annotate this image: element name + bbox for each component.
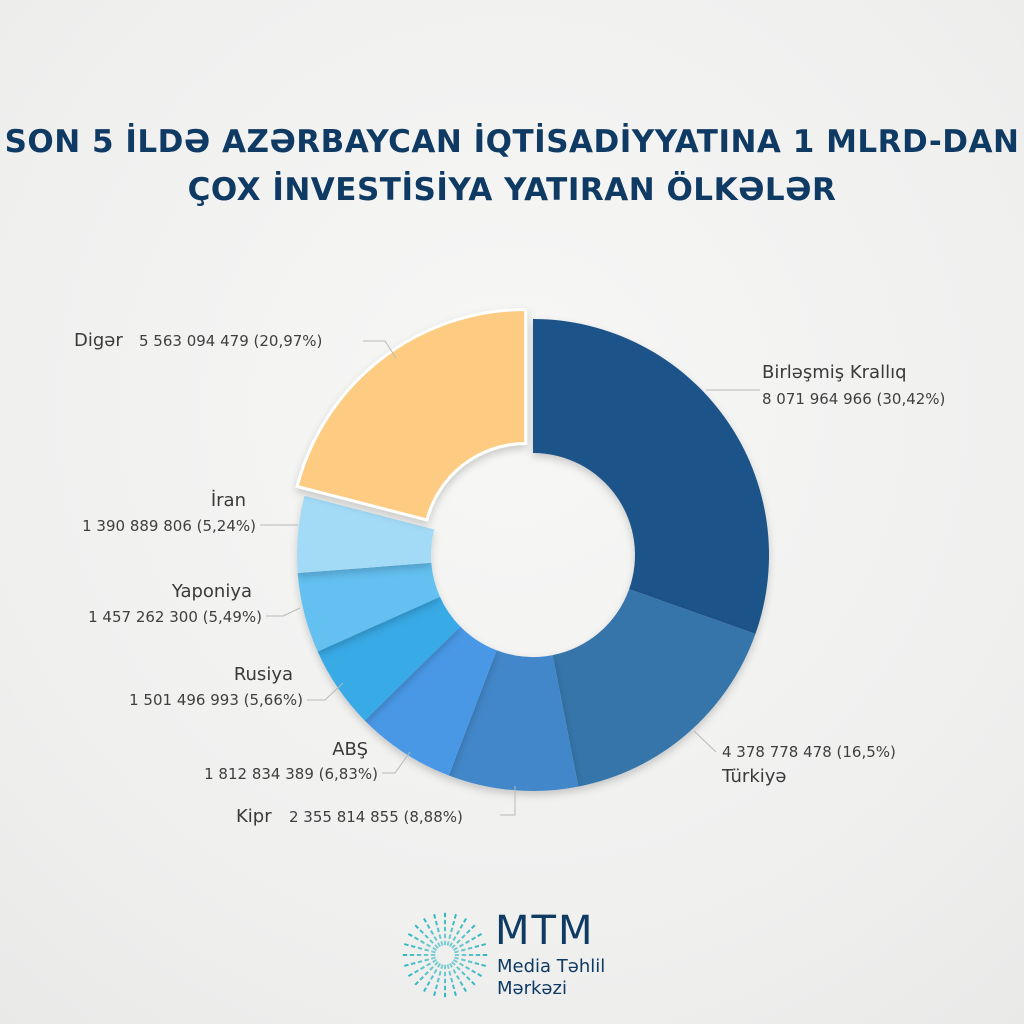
slice-labels: Birləşmiş Krallıq 8 071 964 966 (30,42%) T…: [74, 330, 945, 827]
chart-title-line-1: SON 5 İLDƏ AZƏRBAYCAN İQTİSADİYYATINA 1 …: [4, 124, 1020, 160]
label-name-rusiya: Rusiya: [234, 664, 293, 685]
mtm-logo: MTM Media Təhlil Mərkəzi: [400, 908, 640, 1000]
chart-title-line-2: ÇOX İNVESTİSİYA YATIRAN ÖLKƏLƏR: [187, 172, 837, 208]
label-value-birlesmis-kralliq: 8 071 964 966 (30,42%): [762, 390, 945, 408]
leader-yaponiya: [266, 607, 301, 617]
label-value-diger: 5 563 094 479 (20,97%): [139, 332, 322, 350]
leader-abs: [382, 751, 411, 774]
label-value-rusiya: 1 501 496 993 (5,66%): [129, 691, 303, 709]
donut-slices: [295, 308, 769, 791]
label-value-abs: 1 812 834 389 (6,83%): [204, 765, 378, 783]
label-name-abs: ABŞ: [332, 739, 368, 760]
label-name-kipr: Kipr: [236, 806, 272, 827]
leader-kipr: [500, 786, 516, 816]
logo-subtitle-line-2: Mərkəzi: [497, 978, 567, 999]
slice-turkiye: [552, 589, 756, 787]
logo-subtitle-line-1: Media Təhlil: [497, 956, 606, 977]
chart-title: SON 5 İLDƏ AZƏRBAYCAN İQTİSADİYYATINA 1 …: [0, 118, 1024, 214]
leader-diger: [363, 340, 397, 359]
slice-kipr: [448, 650, 579, 791]
slice-diger: [295, 308, 528, 522]
slice-birlesmis-kralliq: [533, 319, 769, 634]
logo-mark-icon: [402, 912, 488, 998]
slice-iran: [296, 495, 435, 573]
label-value-turkiye: 4 378 778 478 (16,5%): [722, 743, 896, 761]
label-name-yaponiya: Yaponiya: [171, 581, 252, 602]
label-name-iran: İran: [211, 490, 246, 511]
slice-abs: [364, 626, 497, 776]
logo-title: MTM: [495, 908, 595, 954]
label-value-yaponiya: 1 457 262 300 (5,49%): [88, 608, 262, 626]
label-name-birlesmis-kralliq: Birləşmiş Krallıq: [762, 362, 907, 383]
slice-yaponiya: [297, 562, 440, 652]
label-name-turkiye: Türkiyə: [721, 766, 787, 787]
slice-rusiya: [317, 596, 461, 721]
label-name-diger: Digər: [74, 330, 123, 351]
label-leaders: [260, 340, 760, 816]
label-value-iran: 1 390 889 806 (5,24%): [82, 517, 256, 535]
leader-rusiya: [307, 682, 344, 701]
leader-turkiye: [693, 730, 717, 753]
label-value-kipr: 2 355 814 855 (8,88%): [289, 808, 463, 826]
